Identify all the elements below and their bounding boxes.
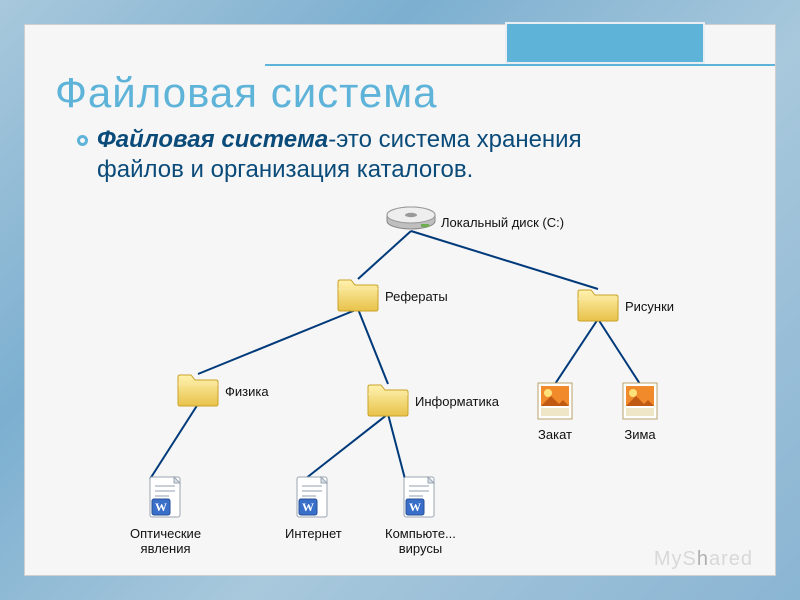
node-label: Локальный диск (C:) xyxy=(441,215,564,230)
node-label: Интернет xyxy=(285,526,342,541)
tree-edge xyxy=(358,309,388,384)
bullet-icon xyxy=(77,135,88,146)
tree-edge xyxy=(358,231,411,279)
node-referaty: Рефераты xyxy=(335,275,448,316)
slide-background: Файловая система Файловая система-это си… xyxy=(0,0,800,600)
node-label: Рисунки xyxy=(625,299,674,314)
node-zima: Зима xyxy=(620,380,660,442)
image-icon xyxy=(535,410,575,425)
node-virus: W Компьюте... вирусы xyxy=(385,475,456,556)
slide-body: Файловая система-это система хранения фа… xyxy=(97,125,617,185)
node-risunki: Рисунки xyxy=(575,285,674,326)
svg-text:W: W xyxy=(409,500,421,514)
tree-edge xyxy=(305,414,388,479)
tree-edge xyxy=(150,404,198,479)
folder-icon xyxy=(335,275,381,316)
slide-title: Файловая система xyxy=(55,69,438,117)
node-label: Физика xyxy=(225,384,269,399)
node-label: Компьюте... вирусы xyxy=(385,526,456,556)
node-label: Рефераты xyxy=(385,289,448,304)
node-fizika: Физика xyxy=(175,370,269,411)
word-icon: W xyxy=(400,509,440,524)
svg-text:W: W xyxy=(155,500,167,514)
filesystem-tree: Локальный диск (C:) Рефераты Рисунки Физ… xyxy=(75,205,735,565)
node-zakat: Закат xyxy=(535,380,575,442)
node-label: Зима xyxy=(620,427,660,442)
svg-text:W: W xyxy=(302,500,314,514)
node-internet: W Интернет xyxy=(285,475,342,541)
node-inform: Информатика xyxy=(365,380,499,421)
word-icon: W xyxy=(146,509,186,524)
node-disk: Локальный диск (C:) xyxy=(385,205,564,238)
node-label: Оптические явления xyxy=(130,526,201,556)
drive-icon xyxy=(385,205,437,238)
node-label: Закат xyxy=(535,427,575,442)
word-icon: W xyxy=(293,509,333,524)
tree-edge xyxy=(555,319,598,384)
tree-edge xyxy=(598,319,640,384)
folder-icon xyxy=(575,285,621,326)
tree-edge xyxy=(388,414,405,479)
folder-icon xyxy=(365,380,411,421)
node-optik: W Оптические явления xyxy=(130,475,201,556)
accent-box xyxy=(505,22,705,64)
node-label: Информатика xyxy=(415,394,499,409)
image-icon xyxy=(620,410,660,425)
tree-edge xyxy=(198,309,358,374)
watermark: MyShared xyxy=(654,548,753,571)
body-bold: Файловая система xyxy=(97,126,328,153)
accent-line xyxy=(265,64,775,66)
folder-icon xyxy=(175,370,221,411)
slide-card: Файловая система Файловая система-это си… xyxy=(24,24,776,576)
